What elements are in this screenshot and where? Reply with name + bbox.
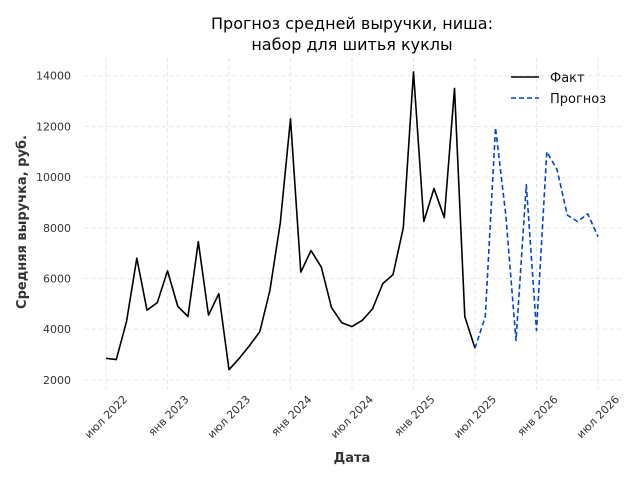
y-tick-label: 2000 <box>43 374 71 387</box>
series-lines <box>105 71 599 371</box>
y-tick-label: 10000 <box>36 171 71 184</box>
x-axis-label: Дата <box>334 451 371 466</box>
x-tick-label: янв 2026 <box>515 393 561 439</box>
x-axis-ticks: июл 2022 янв 2023 июл 2023 янв 2024 июл 2024… <box>82 393 622 441</box>
x-tick-label: янв 2025 <box>392 393 438 439</box>
y-tick-label: 8000 <box>43 222 71 235</box>
y-tick-label: 4000 <box>43 323 71 336</box>
y-axis-label: Средняя выручка, руб. <box>15 135 30 309</box>
chart-title-line2: набор для шитья куклы <box>251 35 452 54</box>
grid <box>85 58 622 390</box>
forecast-line <box>474 126 599 349</box>
y-axis-ticks: 2000 4000 6000 8000 10000 12000 14000 <box>36 70 71 387</box>
legend-label: Факт <box>550 71 585 86</box>
legend: Факт Прогноз <box>511 71 606 107</box>
x-tick-label: июл 2022 <box>82 393 130 441</box>
x-tick-label: июл 2025 <box>451 393 499 441</box>
x-tick-label: янв 2023 <box>146 393 192 439</box>
actual-line <box>105 71 476 371</box>
y-tick-label: 12000 <box>36 120 71 133</box>
x-tick-label: июл 2024 <box>328 393 376 441</box>
chart-title-line1: Прогноз средней выручки, ниша: <box>211 14 493 33</box>
y-tick-label: 14000 <box>36 70 71 83</box>
x-tick-label: июл 2023 <box>205 393 253 441</box>
x-tick-label: янв 2024 <box>269 393 315 439</box>
legend-label: Прогноз <box>550 92 606 107</box>
x-tick-label: июл 2026 <box>574 393 622 441</box>
y-tick-label: 6000 <box>43 272 71 285</box>
